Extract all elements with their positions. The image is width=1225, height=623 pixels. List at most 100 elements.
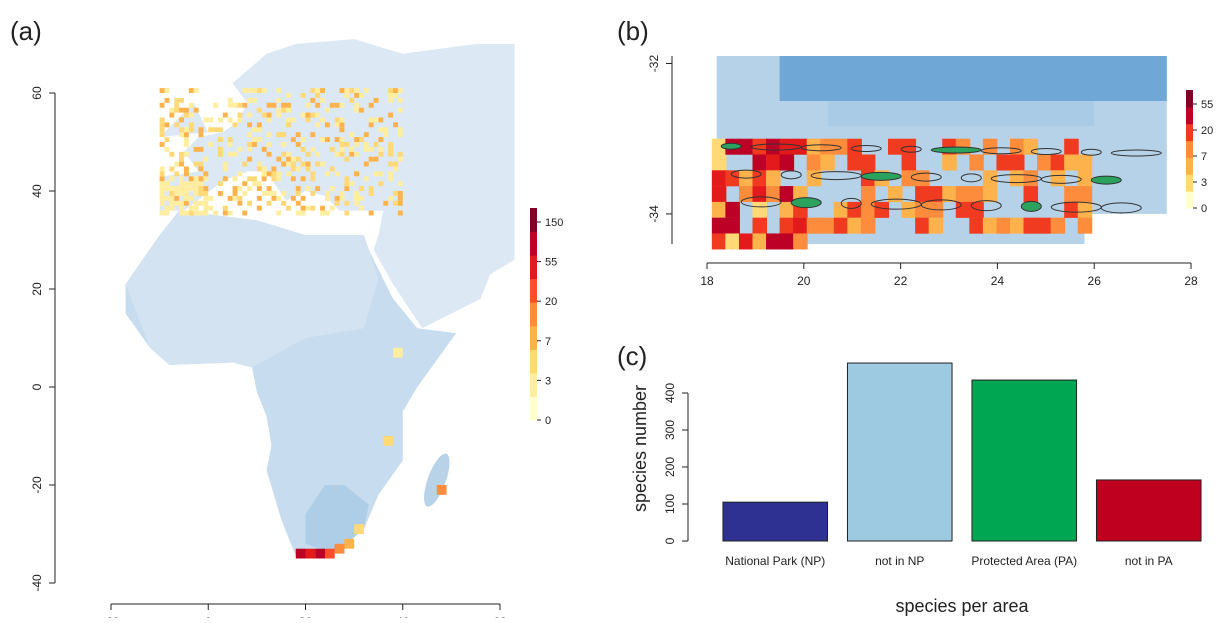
- map-cell: [1064, 201, 1079, 218]
- map-cell: [363, 88, 369, 93]
- y-tick-label: -32: [647, 55, 661, 73]
- map-cell: [159, 127, 165, 133]
- map-cell: [397, 200, 403, 206]
- colorbar-label: 7: [545, 336, 551, 348]
- map-cell: [373, 171, 379, 177]
- map-cell: [779, 186, 795, 203]
- map-cell: [159, 122, 165, 128]
- map-cell: [305, 151, 311, 157]
- map-cell: [290, 156, 296, 162]
- map-cell: [324, 137, 330, 142]
- map-cell: [188, 205, 194, 211]
- map-cell: [266, 102, 272, 108]
- x-tick-label: 18: [700, 274, 714, 288]
- map-cell: [324, 195, 330, 201]
- map-cell: [276, 112, 282, 118]
- map-cell: [436, 485, 447, 495]
- map-cell: [237, 195, 243, 201]
- map-cell: [752, 201, 768, 218]
- map-cell: [281, 191, 287, 196]
- map-cell: [711, 138, 727, 155]
- map-cell: [164, 186, 170, 191]
- map-cell: [752, 154, 768, 171]
- map-cell: [295, 166, 301, 172]
- map-cell: [252, 97, 257, 103]
- map-cell: [286, 151, 291, 157]
- map-cell: [901, 170, 917, 187]
- map-cell: [227, 97, 233, 103]
- map-cell: [179, 97, 184, 103]
- map-cell: [315, 88, 321, 93]
- map-cell: [397, 156, 403, 162]
- map-cell: [290, 137, 296, 142]
- map-cell: [711, 170, 727, 187]
- map-cell: [247, 146, 253, 152]
- map-cell: [198, 191, 204, 196]
- map-cell: [271, 195, 277, 201]
- map-cell: [339, 88, 345, 93]
- map-cell: [203, 195, 209, 201]
- map-cell: [305, 102, 311, 108]
- map-cell: [334, 543, 345, 554]
- map-cell: [982, 186, 998, 203]
- map-cell: [305, 186, 311, 191]
- map-cell: [232, 195, 238, 201]
- colorbar-label: 55: [1201, 99, 1213, 111]
- map-cell: [164, 122, 170, 128]
- map-cell: [256, 127, 262, 133]
- map-cell: [242, 88, 248, 93]
- map-cell: [725, 201, 740, 218]
- map-cell: [378, 181, 384, 187]
- map-cell: [217, 181, 223, 187]
- colorbar-label: 150: [545, 217, 563, 229]
- map-cell: [183, 171, 189, 177]
- map-cell: [237, 102, 243, 108]
- map-cell: [169, 191, 175, 196]
- map-cell: [305, 112, 311, 118]
- map-cell: [368, 122, 374, 128]
- map-cell: [213, 127, 219, 133]
- map-cell: [300, 146, 306, 152]
- map-cell: [174, 97, 180, 103]
- map-cell: [388, 93, 394, 98]
- map-area: [1080, 148, 1102, 156]
- map-cell: [397, 132, 403, 138]
- map-cell: [354, 107, 360, 113]
- map-cell: [217, 151, 223, 157]
- map-cell: [174, 122, 180, 128]
- map-cell: [344, 88, 350, 93]
- map-cell: [339, 191, 345, 196]
- map-cell: [320, 161, 325, 167]
- map-cell: [982, 217, 998, 234]
- map-cell: [806, 154, 822, 171]
- map-cell: [310, 171, 316, 177]
- map-cell: [349, 88, 355, 93]
- map-cell: [193, 205, 199, 211]
- map-cell: [183, 112, 189, 118]
- map-cell: [179, 191, 184, 196]
- map-cell: [261, 176, 267, 182]
- map-cell: [179, 127, 184, 133]
- y-tick-label: 400: [663, 383, 677, 403]
- colorbar-band: [530, 255, 537, 280]
- map-cell: [310, 88, 316, 93]
- map-cell: [159, 195, 165, 201]
- map-cell: [324, 171, 330, 177]
- map-area: [1090, 175, 1122, 185]
- map-cell: [188, 186, 194, 191]
- map-cell: [358, 186, 364, 191]
- map-cell: [193, 210, 199, 216]
- map-cell: [188, 127, 194, 133]
- map-cell: [310, 97, 316, 103]
- map-cell: [164, 137, 170, 142]
- map-cell: [193, 200, 199, 206]
- map-cell: [256, 205, 262, 211]
- map-cell: [383, 200, 389, 206]
- map-cell: [1077, 170, 1093, 187]
- map-cell: [378, 171, 384, 177]
- map-cell: [256, 88, 262, 93]
- map-cell: [725, 170, 740, 187]
- map-cell: [793, 233, 808, 250]
- colorbar-band: [530, 349, 537, 374]
- map-cell: [393, 191, 398, 196]
